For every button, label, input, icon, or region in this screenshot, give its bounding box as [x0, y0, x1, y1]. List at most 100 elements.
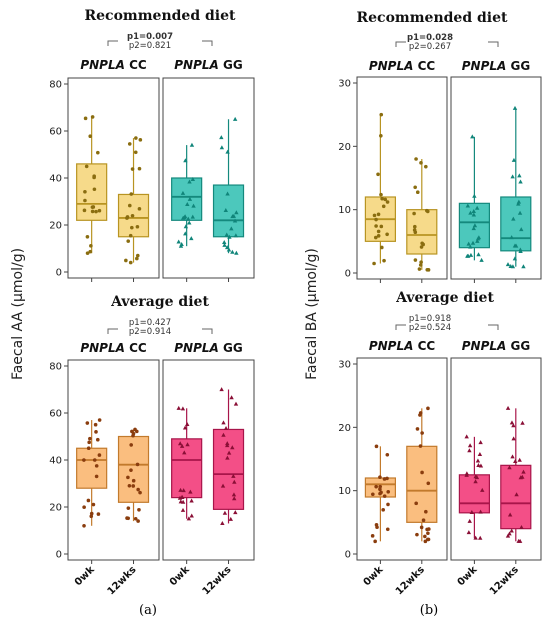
data-point [414, 501, 418, 506]
data-point [469, 509, 475, 514]
data-point [88, 134, 93, 138]
data-point [381, 204, 386, 209]
data-point [478, 509, 483, 514]
data-point [232, 479, 237, 484]
x-tick-label: 12wks [394, 564, 427, 597]
data-point [419, 525, 424, 530]
data-point [129, 443, 133, 447]
data-point [176, 239, 181, 244]
data-point [225, 455, 230, 460]
y-tick-label: 30 [338, 360, 351, 371]
caption-b: (b) [420, 603, 438, 618]
data-point [379, 134, 383, 138]
data-point [478, 535, 483, 540]
data-point [471, 209, 476, 214]
data-point [376, 172, 380, 177]
data-point [507, 531, 512, 536]
data-point [378, 491, 382, 496]
data-point [472, 193, 477, 198]
data-point [91, 205, 96, 209]
data-point [92, 187, 97, 192]
data-point [87, 440, 91, 445]
data-point [233, 233, 239, 238]
data-point [415, 190, 420, 195]
data-point [505, 405, 511, 410]
data-point [518, 475, 523, 480]
data-point [94, 430, 98, 434]
y-tick-label: 20 [338, 142, 351, 153]
data-point [222, 510, 228, 515]
data-point [374, 217, 378, 222]
y-tick-label: 0 [345, 269, 351, 280]
data-point [137, 166, 142, 171]
data-point [385, 200, 390, 204]
y-tick-label: 80 [49, 80, 62, 91]
data-point [183, 231, 188, 236]
data-point [473, 535, 478, 540]
data-point [83, 198, 87, 203]
data-point [83, 116, 88, 121]
data-point [130, 225, 134, 230]
data-point [376, 212, 381, 217]
data-point [508, 263, 513, 268]
data-point [225, 191, 230, 196]
data-point [474, 205, 480, 210]
data-point [480, 487, 485, 492]
data-point [187, 196, 193, 201]
x-tick-label: 0wk [168, 564, 192, 588]
y-tick-label: 30 [338, 79, 351, 90]
box [212, 428, 245, 510]
data-point [220, 483, 226, 488]
data-point [418, 263, 423, 267]
data-point [82, 505, 86, 509]
data-point [511, 216, 516, 221]
data-point [127, 484, 132, 488]
data-point [185, 422, 190, 427]
data-point [423, 534, 427, 539]
data-point [475, 236, 481, 241]
data-point [467, 448, 472, 453]
y-tick-label: 80 [49, 362, 62, 373]
data-point [231, 473, 236, 478]
data-point [125, 516, 129, 520]
data-point [521, 264, 526, 269]
data-point [386, 490, 391, 494]
data-point [191, 203, 196, 208]
data-point [476, 463, 481, 468]
data-point [234, 210, 239, 215]
box [406, 209, 438, 255]
data-point [466, 530, 472, 535]
data-point [385, 232, 389, 237]
data-point [425, 267, 430, 272]
box [171, 177, 203, 221]
data-point [176, 405, 181, 410]
data-point [517, 210, 523, 215]
data-point [135, 429, 139, 434]
data-point [219, 145, 225, 150]
bracket-left [107, 40, 118, 46]
p-value: p2=0.524 [409, 323, 451, 333]
data-point [85, 234, 90, 239]
data-point [426, 406, 430, 411]
data-point [471, 226, 476, 231]
data-point [372, 213, 377, 218]
data-point [224, 232, 229, 237]
panel-frame [450, 357, 542, 561]
data-point [231, 213, 237, 218]
data-point [189, 513, 194, 518]
data-point [124, 258, 128, 263]
data-point [182, 214, 188, 219]
data-point [89, 514, 94, 519]
data-point [519, 227, 524, 232]
bracket-right [488, 41, 499, 47]
box [76, 447, 108, 489]
data-point [94, 209, 98, 214]
p-value: p1=0.427 [129, 318, 171, 328]
x-tick-label: 0wk [456, 564, 480, 588]
data-point [468, 244, 473, 249]
data-point [466, 241, 471, 246]
y-tick-label: 20 [49, 221, 62, 232]
data-point [468, 210, 473, 215]
